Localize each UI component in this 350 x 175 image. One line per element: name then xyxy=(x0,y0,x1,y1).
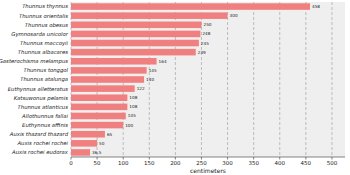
tick-label: 400 xyxy=(275,160,286,166)
bar xyxy=(71,22,201,29)
data-label: 36.5 xyxy=(92,150,102,155)
data-label: 239 xyxy=(198,50,206,55)
category-label: Katsuwonus pelamis xyxy=(14,95,68,102)
category-label: Thunnus albacares xyxy=(18,49,68,55)
category-label: Auxis thazard thazard xyxy=(9,131,69,137)
bar xyxy=(71,12,228,19)
category-label: Thunnus tonggol xyxy=(23,67,68,74)
tick-label: 250 xyxy=(196,160,207,166)
category-label: Auxis rochei rochei xyxy=(16,140,68,146)
tick-label: 150 xyxy=(144,160,155,166)
bar xyxy=(71,31,200,38)
data-label: 164 xyxy=(159,59,167,64)
data-label: 245 xyxy=(201,41,209,46)
bar xyxy=(71,131,105,138)
bar xyxy=(71,3,310,10)
tick-label: 300 xyxy=(222,160,233,166)
tick-label: 50 xyxy=(94,160,101,166)
tick-label: 350 xyxy=(248,160,259,166)
bar xyxy=(71,104,127,111)
bars xyxy=(71,3,310,155)
category-label: Thunnus thynnus xyxy=(22,3,68,10)
data-label: 250 xyxy=(203,22,211,27)
tick-label: 0 xyxy=(69,160,73,166)
category-label: Thunnus maccoyii xyxy=(20,40,69,47)
data-label: 145 xyxy=(149,68,157,73)
data-label: 108 xyxy=(129,104,137,109)
data-label: 105 xyxy=(128,113,136,118)
data-label: 108 xyxy=(129,95,137,100)
bar xyxy=(71,67,147,74)
grid-line xyxy=(331,2,332,157)
category-label: Gasterochisma melampus xyxy=(0,58,68,65)
grid-line xyxy=(253,2,254,157)
bar xyxy=(71,94,127,101)
plot-background xyxy=(71,2,345,157)
category-label: Euthynnus alletteratus xyxy=(8,86,69,93)
bar xyxy=(71,40,199,47)
grid-line xyxy=(305,2,306,157)
bar xyxy=(71,140,97,147)
data-label: 458 xyxy=(312,4,320,9)
bar xyxy=(71,58,157,65)
data-label: 140 xyxy=(146,77,154,82)
category-label: Thunnus obesus xyxy=(25,22,68,28)
category-label: Thunnus orientalis xyxy=(19,13,68,19)
data-label: 300 xyxy=(230,13,238,18)
data-label: 122 xyxy=(137,86,145,91)
category-label: Allothunnus fallai xyxy=(21,113,68,119)
tick-label: 500 xyxy=(327,160,338,166)
data-label: 50 xyxy=(99,141,105,146)
bar xyxy=(71,113,126,120)
grid-line xyxy=(279,2,280,157)
category-label: Thunnus atlanticus xyxy=(18,104,69,110)
x-axis-line xyxy=(71,157,345,158)
grid-line xyxy=(227,2,228,157)
bar xyxy=(71,76,144,83)
tick-label: 100 xyxy=(118,160,129,166)
tick-label: 200 xyxy=(170,160,181,166)
data-label: 248 xyxy=(202,31,210,36)
data-label: 65 xyxy=(107,132,113,137)
data-label: 100 xyxy=(125,123,133,128)
bar xyxy=(71,122,123,129)
bar xyxy=(71,85,135,92)
category-label: Auxis rochei eudorax xyxy=(11,149,69,155)
bar xyxy=(71,149,90,156)
bar xyxy=(71,49,196,56)
tick-label: 450 xyxy=(301,160,312,166)
category-label: Thunnus atalunga xyxy=(20,76,68,83)
category-label: Gymnosarda unicolor xyxy=(11,31,69,38)
category-label: Euthynnus affinis xyxy=(22,122,68,129)
x-axis-label: centimeters xyxy=(190,167,226,174)
